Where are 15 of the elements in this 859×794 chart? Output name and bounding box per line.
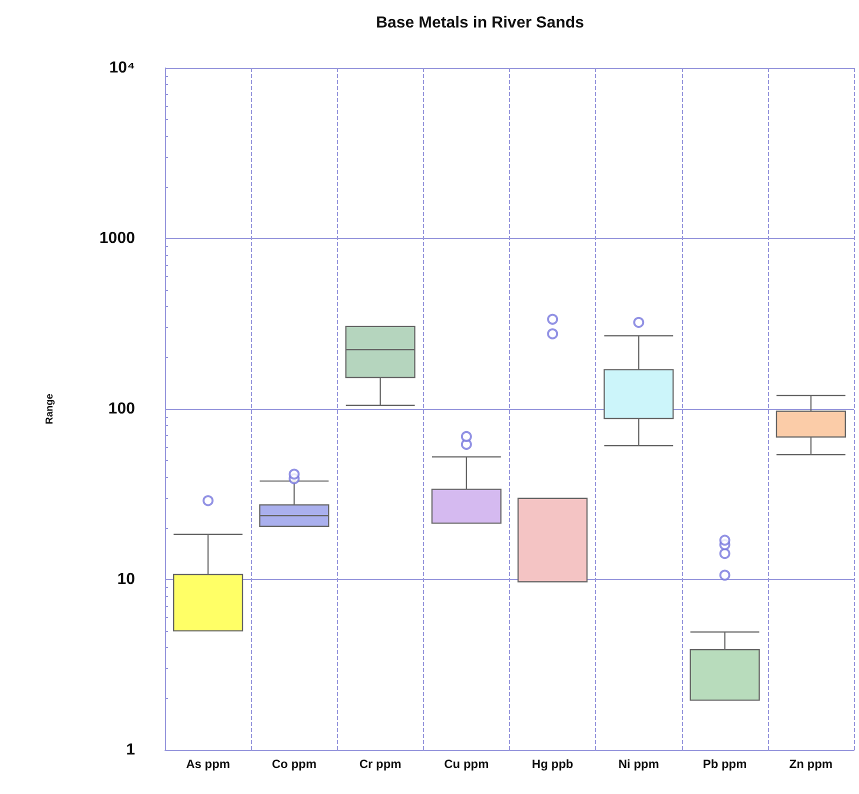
y-axis-title: Range — [44, 393, 56, 424]
y-tick-label: 100 — [108, 400, 136, 418]
x-tick-label: Ni ppm — [618, 757, 660, 771]
x-tick-label: Cu ppm — [444, 757, 489, 771]
x-tick-label: Cr ppm — [359, 757, 402, 771]
x-tick-label: Co ppm — [272, 757, 317, 771]
x-tick-label: Zn ppm — [789, 757, 833, 771]
y-tick-label: 1 — [126, 742, 136, 758]
x-tick-label: Hg ppb — [532, 757, 574, 771]
y-tick-label: 10⁴ — [109, 60, 136, 76]
chart-title: Base Metals in River Sands — [376, 14, 584, 32]
y-tick-label: 10 — [117, 571, 136, 588]
x-tick-label: As ppm — [186, 757, 230, 771]
y-tick-label: 1000 — [99, 230, 136, 247]
x-tick-label: Pb ppm — [702, 757, 747, 771]
